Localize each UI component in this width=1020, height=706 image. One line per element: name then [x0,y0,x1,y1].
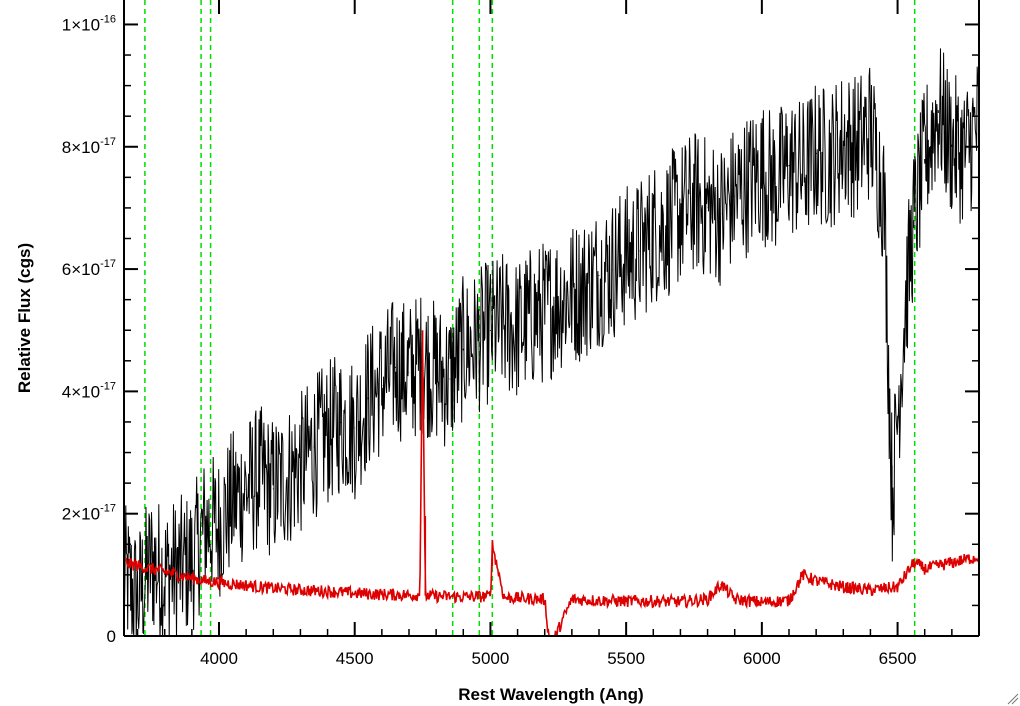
x-tick-label: 6500 [879,649,917,668]
y-axis-title: Relative Flux (cgs) [15,243,34,393]
spectrum-series-line [124,48,979,636]
x-tick-label: 4500 [336,649,374,668]
x-axis-title: Rest Wavelength (Ang) [458,685,643,704]
y-tick-label: 0 [107,627,116,646]
x-tick-label: 6000 [743,649,781,668]
resize-grip-icon[interactable] [1007,693,1019,705]
plot-frame [123,0,980,637]
x-tick-label: 5500 [607,649,645,668]
x-tick-label: 5000 [472,649,510,668]
x-axis-ticks: 4000 4500 5000 5500 6000 6500 [136,0,980,668]
x-tick-label: 4000 [200,649,238,668]
